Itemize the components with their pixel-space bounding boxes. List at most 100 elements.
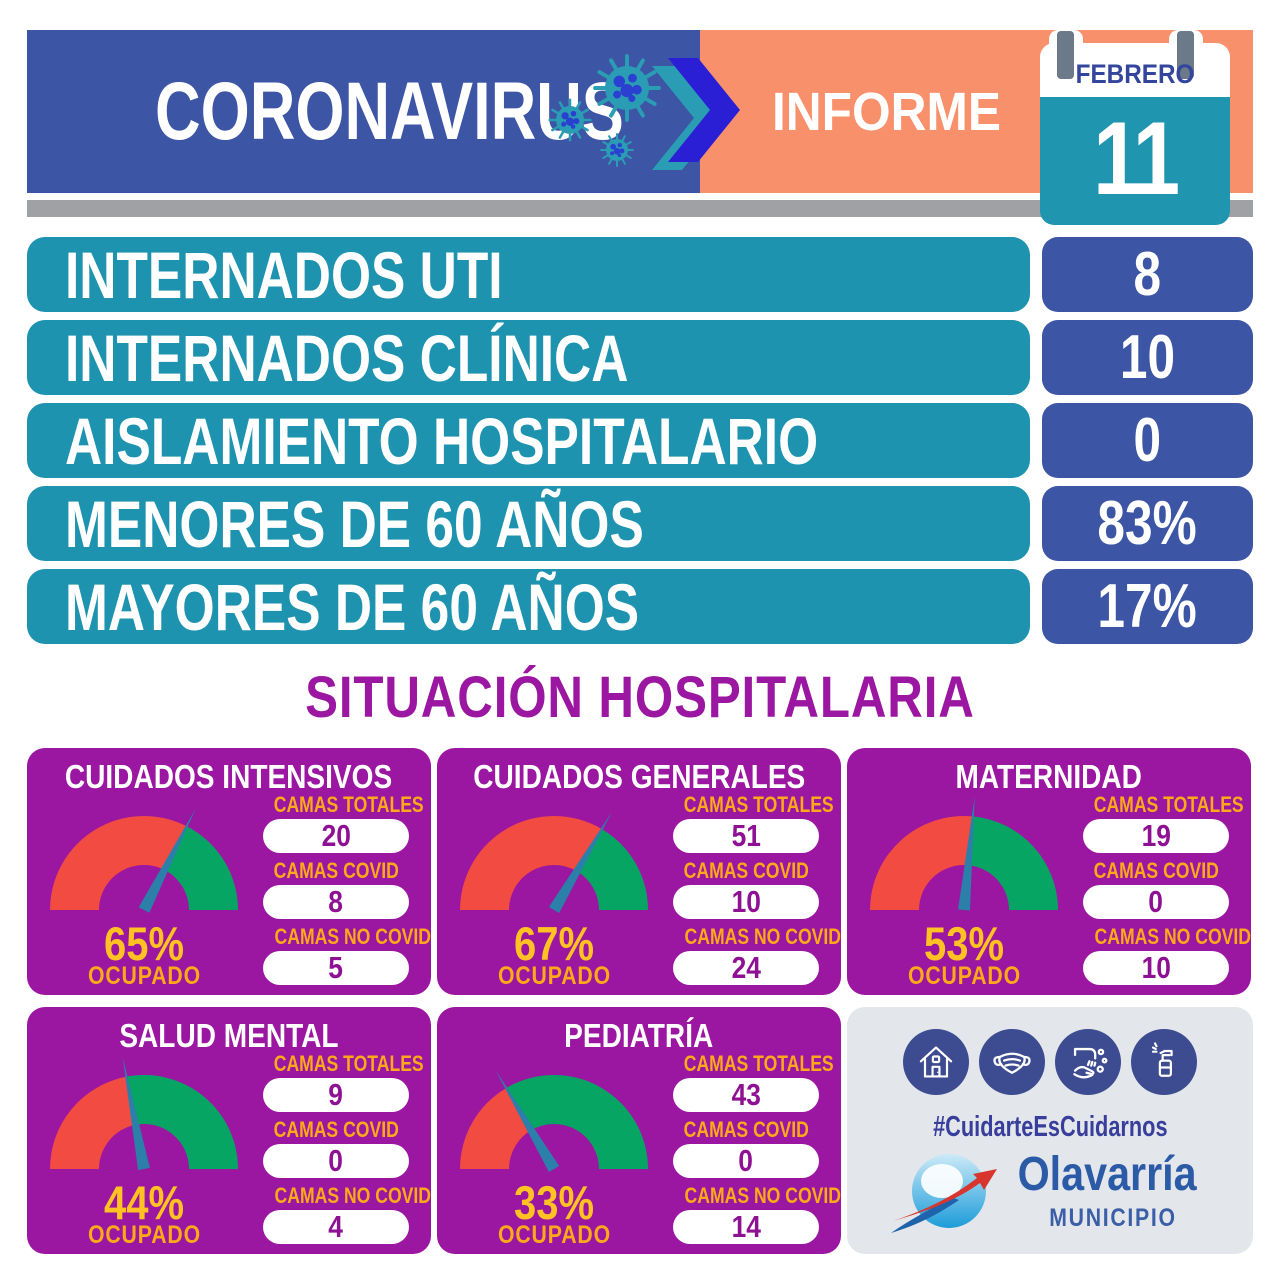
- beds-value-pill: 9: [263, 1078, 409, 1112]
- beds-label-text: CAMAS NO COVID: [1094, 924, 1252, 949]
- occupancy-percent-text: 65%: [104, 917, 185, 970]
- stat-row: AISLAMIENTO HOSPITALARIO 0: [0, 403, 1280, 478]
- beds-value-pill: 51: [673, 819, 819, 853]
- beds-value-text: 0: [328, 1143, 344, 1178]
- stat-value-badge: 8: [1042, 237, 1253, 312]
- beds-label-text: CAMAS TOTALES: [1093, 792, 1244, 817]
- beds-label: CAMAS TOTALES: [1075, 794, 1244, 816]
- beds-label: CAMAS NO COVID: [1075, 926, 1251, 948]
- calendar-month-text: FEBRERO: [1075, 59, 1195, 89]
- calendar-hook-right-icon: [1177, 31, 1194, 79]
- stat-row: MENORES DE 60 AÑOS 83%: [0, 486, 1280, 561]
- beds-label: CAMAS NO COVID: [255, 1185, 431, 1207]
- beds-label: CAMAS COVID: [665, 1119, 827, 1141]
- beds-label-text: CAMAS NO COVID: [684, 924, 842, 949]
- section-title: SITUACIÓN HOSPITALARIA: [0, 664, 1280, 731]
- beds-value-text: 8: [328, 884, 344, 919]
- occupancy-percent-text: 44%: [104, 1176, 185, 1229]
- beds-value-text: 5: [328, 950, 344, 985]
- occupancy-gauge: [857, 790, 1072, 922]
- occupancy-caption: OCUPADO: [857, 962, 1072, 991]
- beds-value-pill: 5: [263, 951, 409, 985]
- beds-value-text: 4: [328, 1209, 344, 1244]
- occupancy-caption-text: OCUPADO: [88, 1221, 201, 1249]
- beds-value-pill: 43: [673, 1078, 819, 1112]
- beds-value-pill: 10: [673, 885, 819, 919]
- beds-value-pill: 8: [263, 885, 409, 919]
- stat-bar: INTERNADOS UTI: [27, 237, 1030, 312]
- card-maternidad: MATERNIDAD 53% OCUPADO CAMAS TOTALES 19 …: [847, 748, 1251, 995]
- beds-fields: CAMAS TOTALES 19 CAMAS COVID 0 CAMAS NO …: [1075, 794, 1251, 992]
- report-label: INFORME: [762, 30, 1011, 193]
- occupancy-caption-text: OCUPADO: [498, 1221, 611, 1249]
- beds-label-text: CAMAS TOTALES: [273, 1051, 424, 1076]
- card-title: CUIDADOS INTENSIVOS: [27, 758, 431, 796]
- virus-icons: [507, 50, 677, 180]
- beds-value-pill: 24: [673, 951, 819, 985]
- beds-label: CAMAS NO COVID: [665, 926, 841, 948]
- beds-label: CAMAS TOTALES: [255, 1053, 424, 1075]
- beds-label: CAMAS TOTALES: [665, 794, 834, 816]
- stat-label: INTERNADOS CLÍNICA: [65, 320, 629, 395]
- stat-value: 10: [1119, 323, 1176, 392]
- beds-value-pill: 0: [263, 1144, 409, 1178]
- stat-row: MAYORES DE 60 AÑOS 17%: [0, 569, 1280, 644]
- card-title: CUIDADOS GENERALES: [437, 758, 841, 796]
- beds-value-pill: 10: [1083, 951, 1229, 985]
- beds-label-text: CAMAS NO COVID: [274, 924, 432, 949]
- occupancy-percent-text: 67%: [514, 917, 595, 970]
- report-label-text: INFORME: [771, 81, 1002, 142]
- occupancy-percent: 67%: [447, 916, 662, 971]
- brand-subtitle: MUNICIPIO: [1007, 1204, 1219, 1233]
- beds-value-text: 9: [328, 1077, 344, 1112]
- brand-name: Olavarría: [1003, 1147, 1211, 1202]
- calendar-body: 11: [1040, 97, 1230, 225]
- stat-bar: MENORES DE 60 AÑOS: [27, 486, 1030, 561]
- beds-label-text: CAMAS TOTALES: [273, 792, 424, 817]
- calendar-day: 11: [1040, 103, 1230, 215]
- olavarria-logo-icon: [891, 1154, 997, 1233]
- stat-label: MENORES DE 60 AÑOS: [65, 486, 644, 561]
- beds-label-text: CAMAS TOTALES: [683, 1051, 834, 1076]
- stat-label: MAYORES DE 60 AÑOS: [65, 569, 640, 644]
- card-title: SALUD MENTAL: [27, 1017, 431, 1055]
- face-mask-icon: [979, 1029, 1045, 1095]
- header-blue-panel: [27, 30, 700, 193]
- beds-value-pill: 0: [1083, 885, 1229, 919]
- beds-value-text: 10: [731, 884, 761, 919]
- card-pediatria: PEDIATRÍA 33% OCUPADO CAMAS TOTALES 43 C…: [437, 1007, 841, 1254]
- card-cuidados-generales: CUIDADOS GENERALES 67% OCUPADO CAMAS TOT…: [437, 748, 841, 995]
- beds-fields: CAMAS TOTALES 43 CAMAS COVID 0 CAMAS NO …: [665, 1053, 841, 1251]
- beds-value-pill: 19: [1083, 819, 1229, 853]
- hashtag: #CuidarteEsCuidarnos: [847, 1111, 1253, 1144]
- occupancy-caption-text: OCUPADO: [908, 962, 1021, 990]
- brand-subtitle-text: MUNICIPIO: [1049, 1204, 1177, 1232]
- brand-card: #CuidarteEsCuidarnos Olavarría MUNICIPIO: [847, 1007, 1253, 1254]
- card-cuidados-intensivos: CUIDADOS INTENSIVOS 65% OCUPADO CAMAS TO…: [27, 748, 431, 995]
- stat-bar: INTERNADOS CLÍNICA: [27, 320, 1030, 395]
- stat-label: AISLAMIENTO HOSPITALARIO: [65, 403, 819, 478]
- calendar-month: FEBRERO: [1040, 59, 1230, 90]
- occupancy-caption-text: OCUPADO: [88, 962, 201, 990]
- beds-value-pill: 0: [673, 1144, 819, 1178]
- card-title-text: CUIDADOS GENERALES: [473, 758, 805, 795]
- stat-value: 8: [1133, 240, 1162, 309]
- card-title-text: CUIDADOS INTENSIVOS: [65, 758, 393, 795]
- beds-value-text: 20: [321, 818, 351, 853]
- prevention-icons: [847, 1029, 1253, 1095]
- beds-label: CAMAS TOTALES: [255, 794, 424, 816]
- card-title-text: MATERNIDAD: [955, 758, 1143, 795]
- beds-label-text: CAMAS COVID: [1093, 858, 1219, 883]
- stat-value-badge: 10: [1042, 320, 1253, 395]
- beds-fields: CAMAS TOTALES 20 CAMAS COVID 8 CAMAS NO …: [255, 794, 431, 992]
- stat-value-badge: 17%: [1042, 569, 1253, 644]
- stat-value: 83%: [1097, 489, 1198, 558]
- occupancy-caption: OCUPADO: [37, 1221, 252, 1250]
- beds-fields: CAMAS TOTALES 51 CAMAS COVID 10 CAMAS NO…: [665, 794, 841, 992]
- occupancy-gauge: [37, 790, 252, 922]
- card-title-text: SALUD MENTAL: [119, 1017, 339, 1054]
- section-title-text: SITUACIÓN HOSPITALARIA: [305, 665, 975, 730]
- stat-value: 17%: [1097, 572, 1198, 641]
- beds-value-pill: 14: [673, 1210, 819, 1244]
- beds-value-text: 14: [731, 1209, 761, 1244]
